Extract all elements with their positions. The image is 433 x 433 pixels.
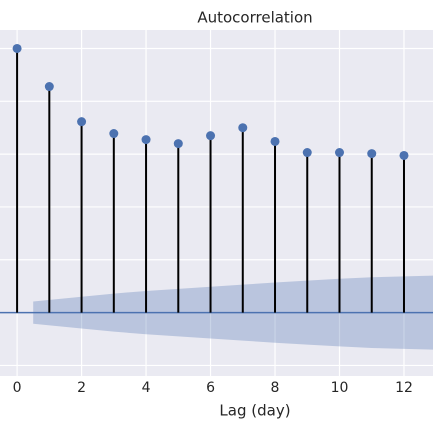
- marker: [270, 136, 280, 146]
- x-tick-label: 4: [142, 380, 151, 396]
- marker: [367, 149, 377, 159]
- marker: [44, 82, 54, 92]
- x-tick-label: 10: [331, 380, 349, 396]
- chart-title: Autocorrelation: [197, 9, 312, 27]
- x-tick-label: 0: [13, 380, 22, 396]
- marker: [206, 131, 216, 141]
- marker: [335, 148, 345, 158]
- marker: [173, 139, 183, 149]
- x-tick-label: 2: [77, 380, 86, 396]
- marker: [12, 43, 22, 53]
- marker: [77, 117, 87, 127]
- plot-background: [0, 30, 433, 376]
- x-axis-label: Lag (day): [219, 402, 290, 420]
- x-tick-label: 6: [206, 380, 215, 396]
- marker: [399, 150, 409, 160]
- x-tick-label: 8: [271, 380, 280, 396]
- marker: [141, 135, 151, 145]
- x-tick-label: 12: [395, 380, 413, 396]
- marker: [302, 148, 312, 158]
- marker: [109, 129, 119, 139]
- marker: [238, 123, 248, 133]
